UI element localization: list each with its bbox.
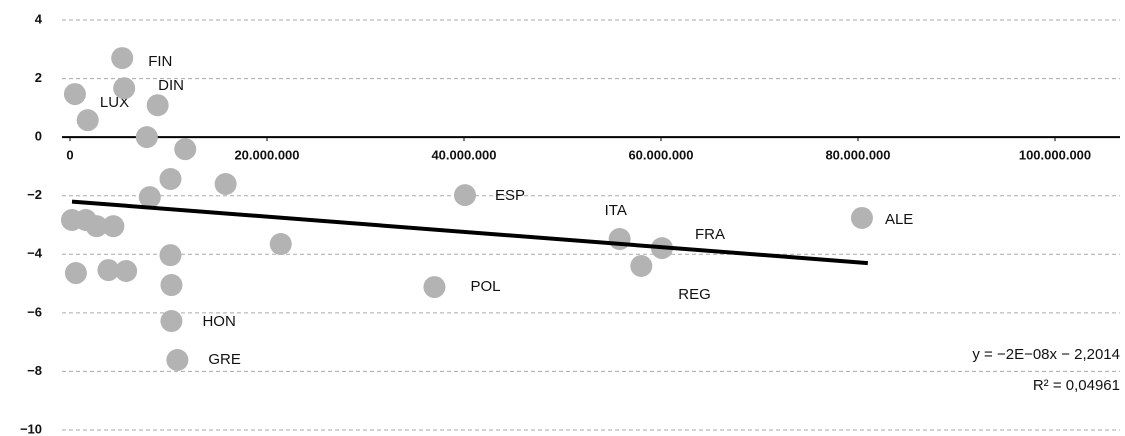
point [97,259,120,282]
y-tick-label: −2 [27,187,42,202]
point [146,94,169,117]
point [111,47,134,70]
point [608,228,631,251]
trend-equation: y = −2E−08x − 2,2014 [972,346,1120,363]
point [113,77,136,100]
x-tick-label: 60.000.000 [628,148,693,163]
x-tick-label: 100.000.000 [1019,148,1091,163]
point [115,259,138,282]
point [64,262,87,285]
y-tick-label: 2 [35,70,42,85]
point [269,233,292,256]
point [159,168,182,191]
point [159,244,182,267]
point [850,206,873,229]
point-label: HON [202,313,235,330]
r-squared: R² = 0,04961 [1033,377,1120,394]
point [423,276,446,299]
point [76,109,99,132]
point [102,215,125,238]
point [630,255,653,277]
point-label: ITA [605,202,627,219]
y-tick-label: −8 [27,363,42,378]
y-tick-label: 4 [35,11,43,26]
x-tick-label: 20.000.000 [234,148,299,163]
point [174,138,197,161]
point [63,83,86,106]
point [138,186,161,209]
point [166,349,189,372]
y-tick-label: −4 [27,246,43,261]
point-label: FRA [695,226,725,243]
y-tick-label: 0 [35,129,42,144]
point [453,184,476,207]
y-tick-label: −6 [27,304,42,319]
point-label: FIN [148,53,172,70]
point [160,310,183,333]
point-label: REG [678,286,711,303]
point [135,126,158,149]
point [160,274,183,297]
point-label: DIN [158,77,184,94]
x-tick-label: 80.000.000 [825,148,890,163]
point [85,215,108,238]
x-tick-label: 0 [66,148,73,163]
x-tick-label: 40.000.000 [431,148,496,163]
point [214,173,237,195]
point-label: ESP [495,187,525,204]
point-label: ALE [885,211,913,228]
y-tick-label: −10 [20,421,42,436]
point-label: POL [470,278,500,295]
trendline [71,199,869,266]
point-label: GRE [208,351,241,368]
